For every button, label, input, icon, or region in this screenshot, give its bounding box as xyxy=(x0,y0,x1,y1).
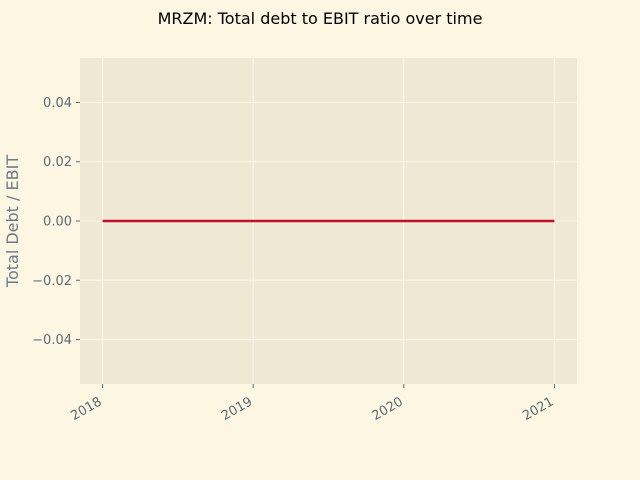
y-axis-label: Total Debt / EBIT xyxy=(3,155,22,288)
x-tick-label: 2021 xyxy=(520,394,556,424)
x-tick-label: 2018 xyxy=(68,394,104,424)
y-tick-label: −0.02 xyxy=(32,274,72,289)
y-axis: −0.04 −0.02 0.00 0.02 0.04 xyxy=(32,96,80,348)
y-tick-label: 0.02 xyxy=(43,155,72,170)
y-tick-label: 0.04 xyxy=(43,96,72,111)
x-axis: 2018 2019 2020 2021 xyxy=(68,384,556,424)
y-tick-label: 0.00 xyxy=(43,215,72,230)
y-tick-label: −0.04 xyxy=(32,333,72,348)
x-tick-label: 2019 xyxy=(219,394,255,424)
chart-title: MRZM: Total debt to EBIT ratio over time xyxy=(158,9,483,28)
x-tick-label: 2020 xyxy=(370,394,406,424)
